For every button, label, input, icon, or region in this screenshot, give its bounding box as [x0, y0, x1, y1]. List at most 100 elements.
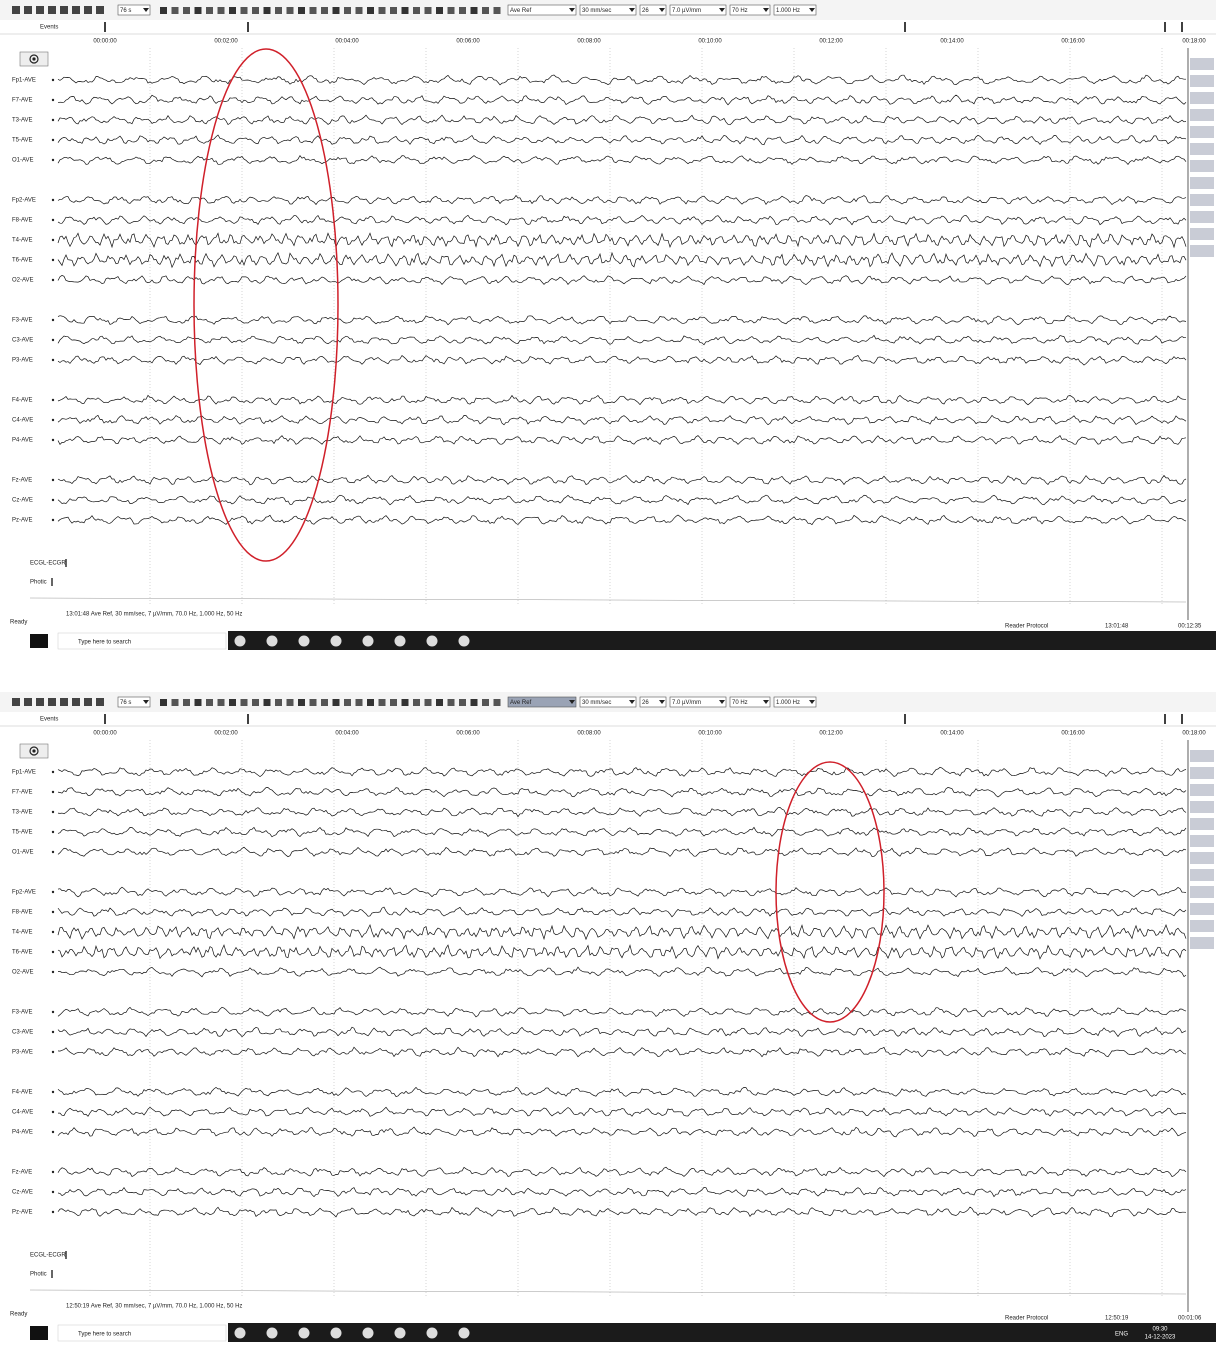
toolbar-icon[interactable]: [482, 699, 489, 706]
toolbar-icon[interactable]: [482, 7, 489, 14]
toolbar-icon[interactable]: [424, 699, 432, 706]
side-button[interactable]: [1190, 177, 1214, 189]
dropdown[interactable]: [639, 4, 667, 16]
toolbar-icon[interactable]: [48, 698, 56, 706]
toolbar-icon[interactable]: [298, 7, 305, 14]
side-button[interactable]: [1190, 194, 1214, 206]
dropdown[interactable]: [729, 4, 771, 16]
side-button[interactable]: [1190, 92, 1214, 104]
taskbar-app[interactable]: [362, 1327, 374, 1339]
dropdown[interactable]: [669, 4, 727, 16]
taskbar-app[interactable]: [330, 635, 342, 647]
taskbar-app[interactable]: [234, 635, 246, 647]
toolbar-icon[interactable]: [160, 699, 167, 706]
taskbar-app[interactable]: [298, 635, 310, 647]
dropdown[interactable]: [117, 4, 151, 16]
search-box[interactable]: [57, 632, 227, 650]
dropdown[interactable]: [729, 696, 771, 708]
toolbar-icon[interactable]: [36, 698, 44, 706]
dropdown[interactable]: [669, 696, 727, 708]
toolbar-icon[interactable]: [447, 7, 455, 14]
search-box[interactable]: [57, 1324, 227, 1342]
dropdown[interactable]: [117, 696, 151, 708]
toolbar-icon[interactable]: [413, 699, 420, 706]
side-button[interactable]: [1190, 818, 1214, 830]
toolbar-icon[interactable]: [332, 699, 340, 706]
toolbar-icon[interactable]: [206, 7, 213, 14]
toolbar-icon[interactable]: [470, 7, 478, 14]
toolbar-icon[interactable]: [401, 699, 409, 706]
dropdown[interactable]: [773, 696, 817, 708]
toolbar-icon[interactable]: [171, 699, 179, 706]
toolbar-icon[interactable]: [217, 7, 225, 14]
side-button[interactable]: [1190, 245, 1214, 257]
toolbar-icon[interactable]: [160, 7, 167, 14]
side-button[interactable]: [1190, 903, 1214, 915]
side-button[interactable]: [1190, 109, 1214, 121]
side-button[interactable]: [1190, 126, 1214, 138]
side-button[interactable]: [1190, 920, 1214, 932]
toolbar-icon[interactable]: [344, 699, 351, 706]
toolbar-icon[interactable]: [401, 7, 409, 14]
toolbar-icon[interactable]: [24, 6, 32, 14]
toolbar-icon[interactable]: [286, 7, 294, 14]
side-button[interactable]: [1190, 143, 1214, 155]
dropdown[interactable]: [579, 696, 637, 708]
toolbar-icon[interactable]: [240, 699, 248, 706]
toolbar-icon[interactable]: [493, 699, 501, 706]
toolbar-icon[interactable]: [12, 698, 20, 706]
toolbar-icon[interactable]: [36, 6, 44, 14]
dropdown[interactable]: [507, 4, 577, 16]
toolbar-icon[interactable]: [48, 6, 56, 14]
toolbar-icon[interactable]: [367, 699, 374, 706]
toolbar-icon[interactable]: [194, 699, 202, 706]
toolbar-icon[interactable]: [183, 7, 190, 14]
toolbar-icon[interactable]: [84, 6, 92, 14]
toolbar-icon[interactable]: [390, 7, 397, 14]
toolbar-icon[interactable]: [459, 699, 466, 706]
toolbar-icon[interactable]: [413, 7, 420, 14]
toolbar-icon[interactable]: [183, 699, 190, 706]
taskbar-app[interactable]: [458, 635, 470, 647]
toolbar-icon[interactable]: [12, 6, 20, 14]
taskbar-app[interactable]: [330, 1327, 342, 1339]
side-button[interactable]: [1190, 801, 1214, 813]
toolbar-icon[interactable]: [367, 7, 374, 14]
toolbar-icon[interactable]: [436, 7, 443, 14]
toolbar-icon[interactable]: [275, 699, 282, 706]
toolbar-icon[interactable]: [96, 698, 104, 706]
toolbar-icon[interactable]: [309, 7, 317, 14]
taskbar-app[interactable]: [266, 1327, 278, 1339]
toolbar-icon[interactable]: [96, 6, 104, 14]
toolbar-icon[interactable]: [217, 699, 225, 706]
toolbar-icon[interactable]: [84, 698, 92, 706]
side-button[interactable]: [1190, 937, 1214, 949]
taskbar-app[interactable]: [234, 1327, 246, 1339]
dropdown[interactable]: [507, 696, 577, 708]
side-button[interactable]: [1190, 160, 1214, 172]
start-button[interactable]: [30, 634, 48, 648]
toolbar-icon[interactable]: [286, 699, 294, 706]
taskbar-app[interactable]: [394, 1327, 406, 1339]
dropdown[interactable]: [773, 4, 817, 16]
toolbar-icon[interactable]: [252, 7, 259, 14]
taskbar-app[interactable]: [394, 635, 406, 647]
side-button[interactable]: [1190, 767, 1214, 779]
side-button[interactable]: [1190, 211, 1214, 223]
side-button[interactable]: [1190, 869, 1214, 881]
toolbar-icon[interactable]: [321, 7, 328, 14]
toolbar-icon[interactable]: [378, 7, 386, 14]
taskbar-app[interactable]: [362, 635, 374, 647]
taskbar-app[interactable]: [426, 635, 438, 647]
toolbar-icon[interactable]: [24, 698, 32, 706]
taskbar-app[interactable]: [298, 1327, 310, 1339]
toolbar-icon[interactable]: [240, 7, 248, 14]
taskbar-app[interactable]: [458, 1327, 470, 1339]
side-button[interactable]: [1190, 58, 1214, 70]
toolbar-icon[interactable]: [252, 699, 259, 706]
side-button[interactable]: [1190, 750, 1214, 762]
toolbar-icon[interactable]: [229, 7, 236, 14]
toolbar-icon[interactable]: [194, 7, 202, 14]
toolbar-icon[interactable]: [309, 699, 317, 706]
toolbar-icon[interactable]: [72, 6, 80, 14]
